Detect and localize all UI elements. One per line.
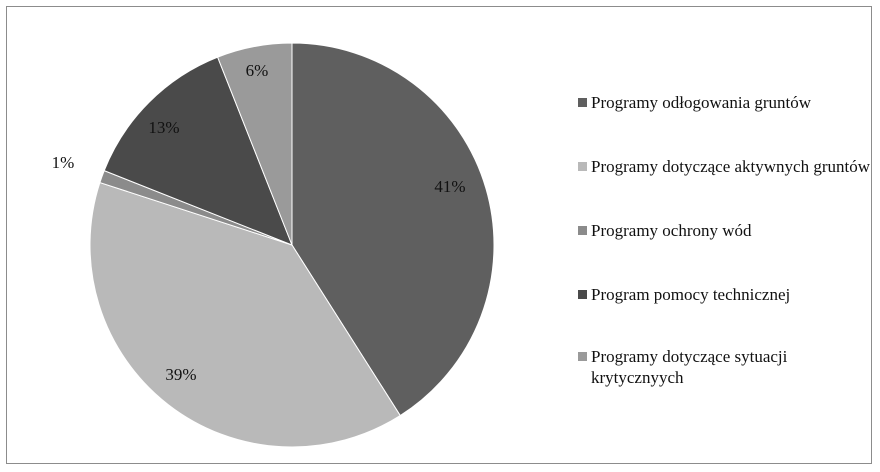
legend-label: Programy dotyczące aktywnych gruntów xyxy=(591,157,870,176)
legend-label: Program pomocy technicznej xyxy=(591,285,791,304)
legend-item-sytuacje-krytyczne: Programy dotyczące sytuacji krytycznyych xyxy=(578,346,811,388)
legend-item-odlogowanie: Programy odłogowania gruntów xyxy=(578,92,811,113)
legend-swatch xyxy=(578,290,587,299)
legend-label: Programy dotyczące sytuacji krytycznyych xyxy=(591,347,788,387)
legend-item-aktywne-grunty: Programy dotyczące aktywnych gruntów xyxy=(578,156,871,177)
data-label: 1% xyxy=(52,153,75,172)
legend-item-pomoc-techniczna: Program pomocy technicznej xyxy=(578,284,790,305)
slice-sytuacje-krytyczne xyxy=(216,42,293,246)
slice-odlogowanie xyxy=(291,42,495,417)
legend-label: Programy odłogowania gruntów xyxy=(591,93,812,112)
legend-label: Programy ochrony wód xyxy=(591,221,752,240)
data-label: 6% xyxy=(246,61,269,80)
legend-swatch xyxy=(578,352,587,361)
data-label: 41% xyxy=(434,177,465,196)
legend-item-ochrona-wod: Programy ochrony wód xyxy=(578,220,752,241)
data-label: 39% xyxy=(165,365,196,384)
data-label: 13% xyxy=(148,118,179,137)
slice-aktywne-grunty xyxy=(89,181,401,448)
legend-swatch xyxy=(578,98,587,107)
legend-swatch xyxy=(578,162,587,171)
slice-pomoc-techniczna xyxy=(103,56,293,246)
legend-swatch xyxy=(578,226,587,235)
